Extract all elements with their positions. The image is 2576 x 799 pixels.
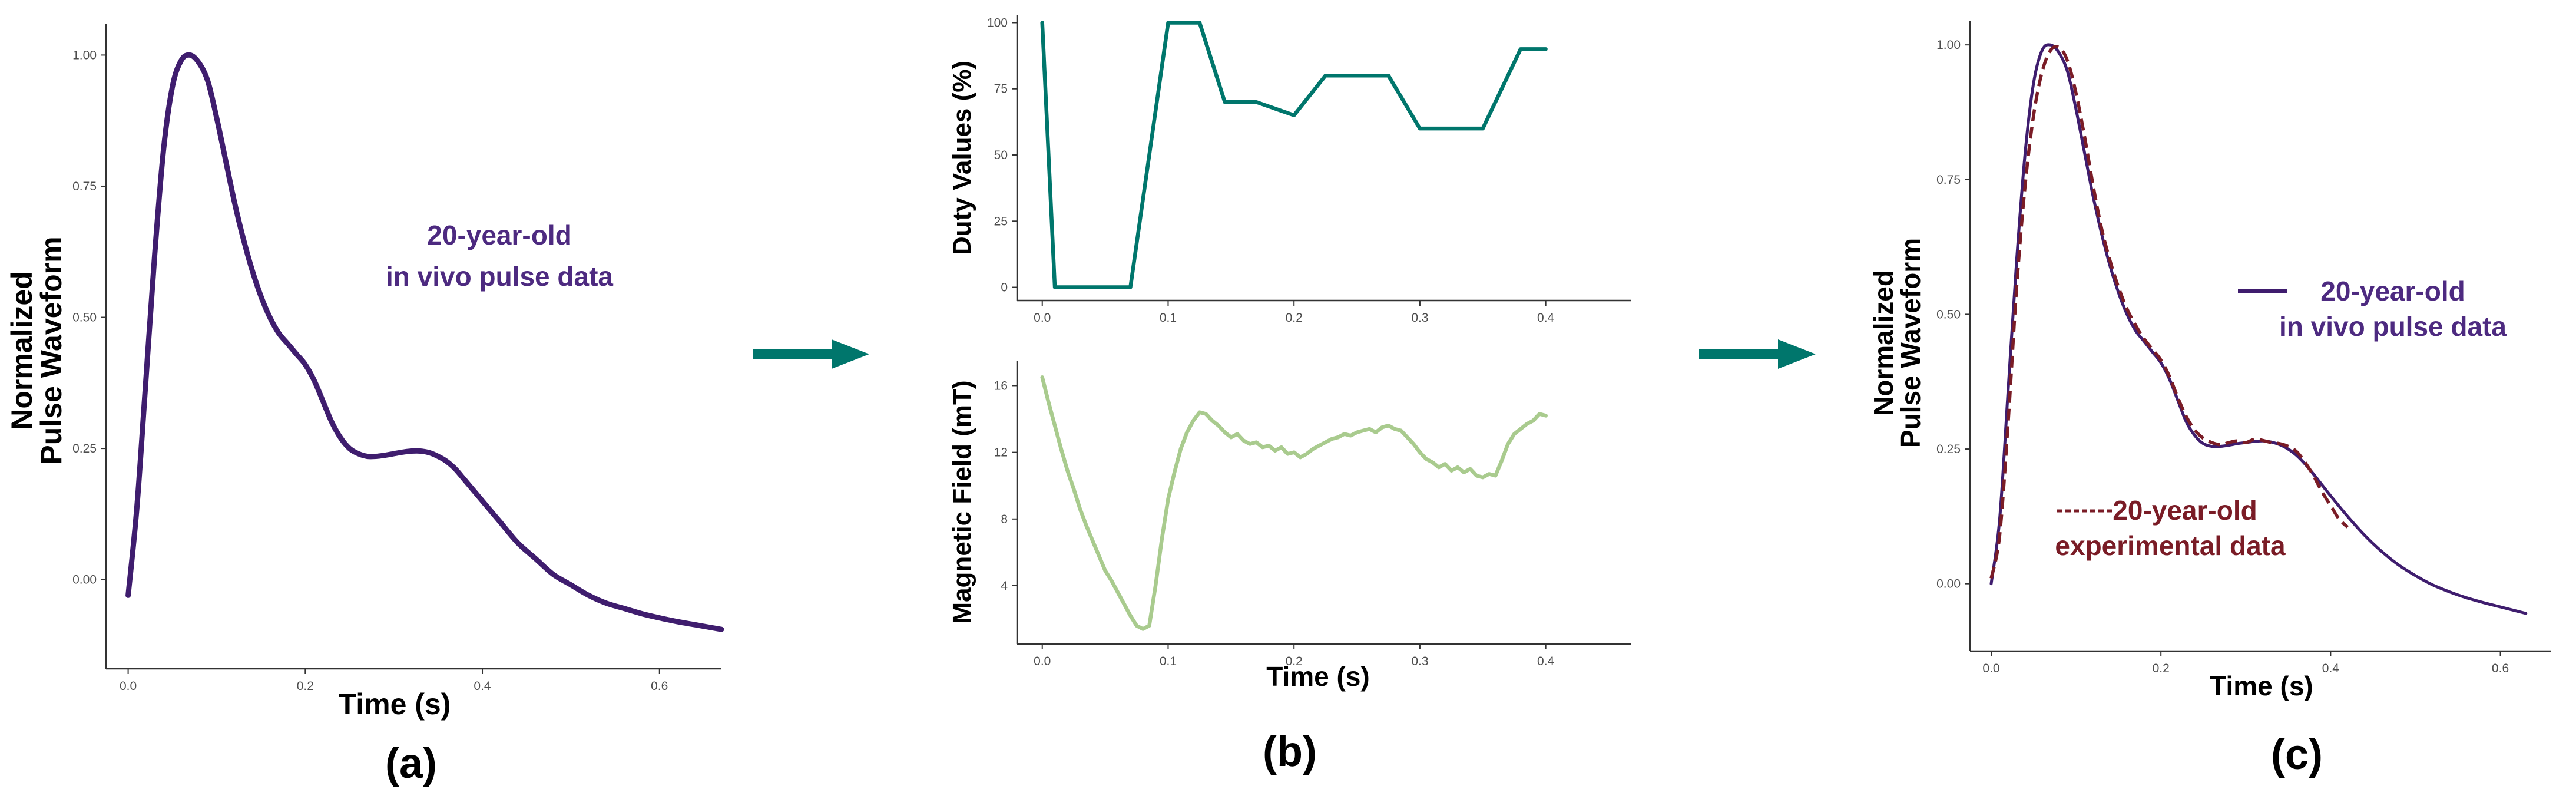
panel-c-x-tick-label: 0.6 — [2492, 662, 2509, 675]
panel-a-x-label: Time (s) — [339, 688, 451, 721]
panel-a-y-tick-label: 0.25 — [72, 442, 97, 455]
panel-b-bottom-series-line-1 — [1040, 375, 1548, 631]
legend-solid-label-line2: in vivo pulse data — [2279, 311, 2507, 342]
panel-b-bottom-x-tick-label: 0.1 — [1160, 655, 1177, 668]
panel-c-x-tick-label: 0.0 — [1982, 662, 1999, 675]
panel-c-legend: 20-year-old in vivo pulse data 20-year-o… — [2055, 276, 2507, 561]
panel-a-y-label-line1: Normalized — [5, 271, 38, 430]
panel-c-x-label: Time (s) — [2210, 671, 2313, 701]
arrow-icon-2 — [1699, 339, 1816, 369]
panel-c-y-label: Normalized Pulse Waveform — [1868, 238, 1926, 448]
panel-b-top-x-tick-label: 0.0 — [1034, 311, 1051, 325]
panel-a-y-tick-label: 0.00 — [72, 573, 97, 587]
panel-c-series-line-1 — [1989, 43, 2528, 615]
panel-a-ticks: 0.0 0.2 0.4 0.6 0.00 0.25 0.50 0.75 1.00 — [72, 48, 668, 693]
panel-b-bottom-x-tick-label: 0.2 — [1286, 655, 1303, 668]
panel-a-y-tick-label: 0.50 — [72, 311, 97, 325]
panel-b-top-series — [1040, 21, 1548, 289]
panel-b-bottom-x-label: Time (s) — [1266, 661, 1370, 692]
panel-b-top-y-tick-label: 25 — [994, 214, 1008, 228]
panel-b-bottom-y-tick-label: 16 — [994, 379, 1008, 392]
panel-a-x-tick-label: 0.0 — [120, 679, 137, 693]
panel-b-top-ticks: 0.0 0.1 0.2 0.3 0.4 0 25 50 75 100 — [987, 16, 1555, 325]
panel-b-bottom-y-tick-label: 4 — [1001, 579, 1008, 593]
panel-b-bottom-x-tick-label: 0.3 — [1411, 655, 1428, 668]
panel-a-chart: 0.0 0.2 0.4 0.6 0.00 0.25 0.50 0.75 1.00 Time (s… — [5, 24, 724, 787]
panel-a-annotation-line2: in vivo pulse data — [386, 261, 613, 292]
panel-b-top-y-tick-label: 100 — [987, 16, 1008, 29]
panel-a-x-tick-label: 0.4 — [474, 679, 491, 693]
panel-b-top-x-tick-label: 0.3 — [1411, 311, 1428, 325]
panel-b-bottom-x-tick-label: 0.4 — [1537, 655, 1555, 668]
panel-c-y-label-line2: Pulse Waveform — [1895, 238, 1926, 448]
panel-b-top-x-tick-label: 0.2 — [1286, 311, 1303, 325]
panel-c-y-tick-label: 0.75 — [1936, 173, 1961, 187]
panel-b-bottom-ticks: 0.0 0.1 0.2 0.3 0.4 4 8 12 16 — [994, 379, 1555, 668]
panel-a-x-tick-label: 0.2 — [297, 679, 314, 693]
panel-c-y-tick-label: 0.50 — [1936, 308, 1961, 321]
panel-c-ticks: 0.0 0.2 0.4 0.6 0.00 0.25 0.50 0.75 1.00 — [1936, 38, 2509, 675]
panel-b-bottom-y-label: Magnetic Field (mT) — [948, 380, 976, 623]
panel-b-top-x-tick-label: 0.4 — [1537, 311, 1555, 325]
panel-b-top-y-label: Duty Values (%) — [948, 61, 976, 255]
arrow-icon-1 — [753, 339, 869, 369]
panel-b-top-x-tick-label: 0.1 — [1160, 311, 1177, 325]
panel-b-bottom-y-tick-label: 12 — [994, 446, 1008, 460]
legend-dashed-label-line1: 20-year-old — [2113, 495, 2257, 526]
panel-c-x-tick-label: 0.2 — [2153, 662, 2170, 675]
panel-a-y-tick-label: 1.00 — [72, 48, 97, 62]
panel-b-bottom-x-tick-label: 0.0 — [1034, 655, 1051, 668]
legend-solid-label-line1: 20-year-old — [2320, 276, 2465, 306]
panel-a-y-label-line2: Pulse Waveform — [35, 236, 68, 464]
panel-b-top-y-tick-label: 0 — [1001, 281, 1008, 295]
panel-c-y-tick-label: 0.25 — [1936, 443, 1961, 456]
panel-b-bottom-series — [1040, 375, 1548, 631]
panel-c-series-line-2 — [1989, 45, 2349, 579]
panel-a-series — [125, 52, 724, 632]
panel-a-x-tick-label: 0.6 — [651, 679, 668, 693]
panel-b-top-y-tick-label: 75 — [994, 82, 1008, 96]
panel-a-label: (a) — [385, 740, 437, 787]
panel-c-series — [1989, 43, 2528, 615]
panel-b-label: (b) — [1263, 728, 1317, 775]
panel-b-top-y-tick-label: 50 — [994, 148, 1008, 162]
panel-a-y-tick-label: 0.75 — [72, 180, 97, 193]
panel-a-series-line-1 — [125, 52, 724, 632]
panel-c-y-tick-label: 0.00 — [1936, 577, 1961, 591]
panel-b-bottom-y-tick-label: 8 — [1001, 513, 1008, 526]
panel-c-y-label-line1: Normalized — [1868, 270, 1899, 416]
panel-c-y-tick-label: 1.00 — [1936, 38, 1961, 52]
panel-c-x-tick-label: 0.4 — [2322, 662, 2340, 675]
panel-c-chart: 0.0 0.2 0.4 0.6 0.00 0.25 0.50 0.75 1.00 Time (s… — [1868, 21, 2551, 778]
panel-c-label: (c) — [2271, 731, 2323, 778]
panel-a-annotation-line1: 20-year-old — [427, 220, 571, 250]
panel-b-top-series-line-1 — [1040, 21, 1548, 289]
legend-dashed-label-line2: experimental data — [2055, 530, 2286, 561]
panel-b-bottom-chart: 0.0 0.1 0.2 0.3 0.4 4 8 12 16 Time (s) Magnetic … — [948, 361, 1631, 775]
panel-a-y-label: Normalized Pulse Waveform — [5, 236, 68, 464]
panel-b-top-chart: 0.0 0.1 0.2 0.3 0.4 0 25 50 75 100 Duty Values (%… — [948, 15, 1631, 325]
